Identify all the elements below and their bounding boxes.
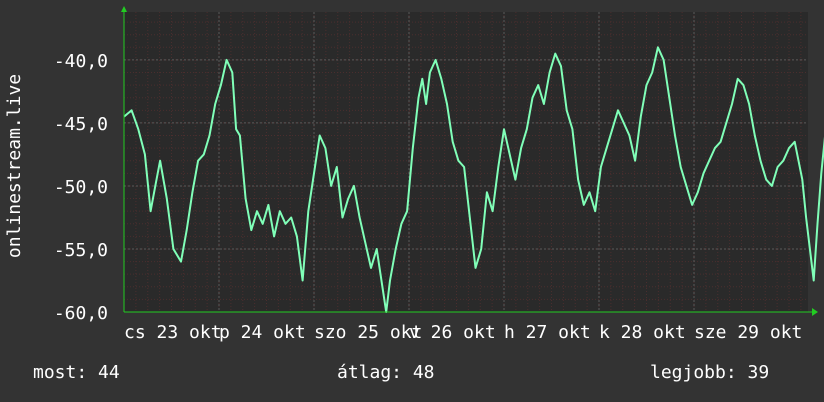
x-tick-label: p 24 okt — [219, 322, 306, 343]
x-axis-arrow-icon — [812, 308, 818, 316]
y-tick-label: -40,0 — [54, 51, 108, 72]
y-tick-label: -55,0 — [54, 240, 108, 261]
x-tick-label: k 28 okt — [599, 322, 686, 343]
y-tick-label: -60,0 — [54, 303, 108, 324]
footer-best: legjobb: 39 — [650, 362, 769, 383]
footer-current: most: 44 — [33, 362, 120, 383]
average-value: 48 — [412, 362, 435, 383]
average-label: átlag: — [337, 362, 403, 383]
series-line — [123, 46, 824, 313]
best-label: legjobb: — [650, 362, 737, 383]
footer-average: átlag: 48 — [337, 362, 435, 383]
x-tick-label: v 26 okt — [409, 322, 496, 343]
y-axis-arrow-icon — [121, 6, 127, 12]
best-value: 39 — [747, 362, 770, 383]
x-tick-label: cs 23 okt — [124, 322, 222, 343]
y-axis-ticks: -40,0 -45,0 -50,0 -55,0 -60,0 — [54, 51, 108, 324]
current-value: 44 — [97, 362, 120, 383]
y-tick-label: -45,0 — [54, 114, 108, 135]
x-tick-label: h 27 okt — [504, 322, 591, 343]
x-tick-label: sze 29 okt — [694, 322, 802, 343]
y-axis-title: onlinestream.live — [4, 74, 25, 258]
current-label: most: — [33, 362, 88, 383]
y-tick-label: -50,0 — [54, 177, 108, 198]
x-tick-label: szo 25 okt — [314, 322, 422, 343]
